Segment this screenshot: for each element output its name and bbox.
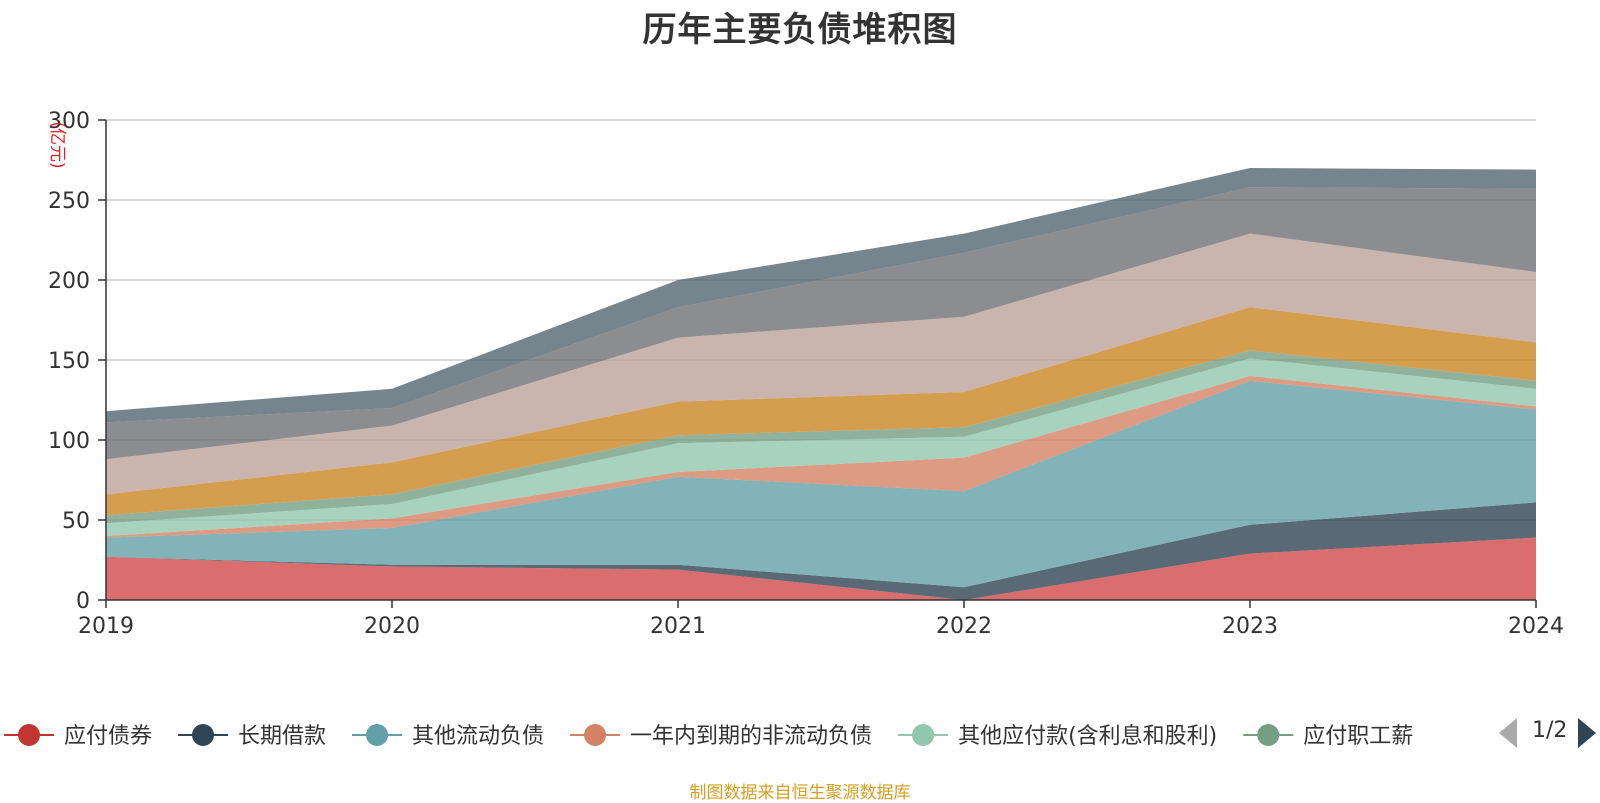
y-tick-label: 150 xyxy=(48,349,90,374)
x-tick-label: 2023 xyxy=(1222,614,1278,639)
area-series-0 xyxy=(106,537,1536,600)
legend-marker xyxy=(18,724,40,746)
source-note: 制图数据来自恒生聚源数据库 xyxy=(689,783,911,803)
x-tick-label: 2022 xyxy=(936,614,992,639)
legend-item[interactable]: 其他流动负债 xyxy=(352,724,544,749)
stacked-areas xyxy=(106,168,1536,600)
area-series-8 xyxy=(106,187,1536,460)
legend-item[interactable]: 一年内到期的非流动负债 xyxy=(570,724,872,749)
area-series-1 xyxy=(106,502,1536,600)
chart-title: 历年主要负债堆积图 xyxy=(642,10,958,50)
x-tick-label: 2020 xyxy=(364,614,420,639)
legend-label: 应付职工薪 xyxy=(1303,724,1413,749)
legend-item[interactable]: 应付职工薪 xyxy=(1243,724,1413,749)
y-axis-unit-label: (亿元) xyxy=(47,121,67,168)
legend-marker xyxy=(912,724,935,746)
area-series-3 xyxy=(106,376,1536,538)
legend-prev-page-icon[interactable] xyxy=(1499,718,1517,748)
x-tick-label: 2019 xyxy=(78,614,134,639)
legend-item[interactable]: 长期借款 xyxy=(178,724,326,749)
legend-label: 其他应付款(含利息和股利) xyxy=(958,724,1217,749)
axes: 0 50 100 150 200 250 300 2019 2020 2021 2022 2023 20… xyxy=(47,109,1564,639)
area-series-4 xyxy=(106,358,1536,536)
legend-label: 应付债券 xyxy=(64,724,152,749)
legend: 应付债券 长期借款 其他流动负债 一年内到期的非流动负债 其他应付款(含利息和股利) 应付… xyxy=(4,724,1413,749)
legend-page-indicator: 1/2 xyxy=(1532,718,1568,743)
y-tick-label: 100 xyxy=(48,429,90,454)
legend-label: 长期借款 xyxy=(238,724,326,749)
area-series-7 xyxy=(106,233,1536,495)
legend-marker xyxy=(366,724,389,746)
legend-label: 一年内到期的非流动负债 xyxy=(630,724,872,749)
area-series-5 xyxy=(106,350,1536,524)
y-tick-label: 0 xyxy=(76,589,90,614)
legend-marker xyxy=(1257,724,1280,746)
legend-next-page-icon[interactable] xyxy=(1578,718,1596,748)
legend-marker xyxy=(192,724,215,746)
legend-marker xyxy=(584,724,607,746)
x-tick-label: 2024 xyxy=(1508,614,1564,639)
x-tick-label: 2021 xyxy=(650,614,706,639)
y-tick-label: 250 xyxy=(48,189,90,214)
y-tick-label: 200 xyxy=(48,269,90,294)
legend-item[interactable]: 应付债券 xyxy=(4,724,152,749)
area-series-6 xyxy=(106,307,1536,516)
y-tick-label: 300 xyxy=(48,109,90,134)
legend-item[interactable]: 其他应付款(含利息和股利) xyxy=(898,724,1217,749)
legend-label: 其他流动负债 xyxy=(412,724,544,749)
y-tick-label: 50 xyxy=(62,509,90,534)
